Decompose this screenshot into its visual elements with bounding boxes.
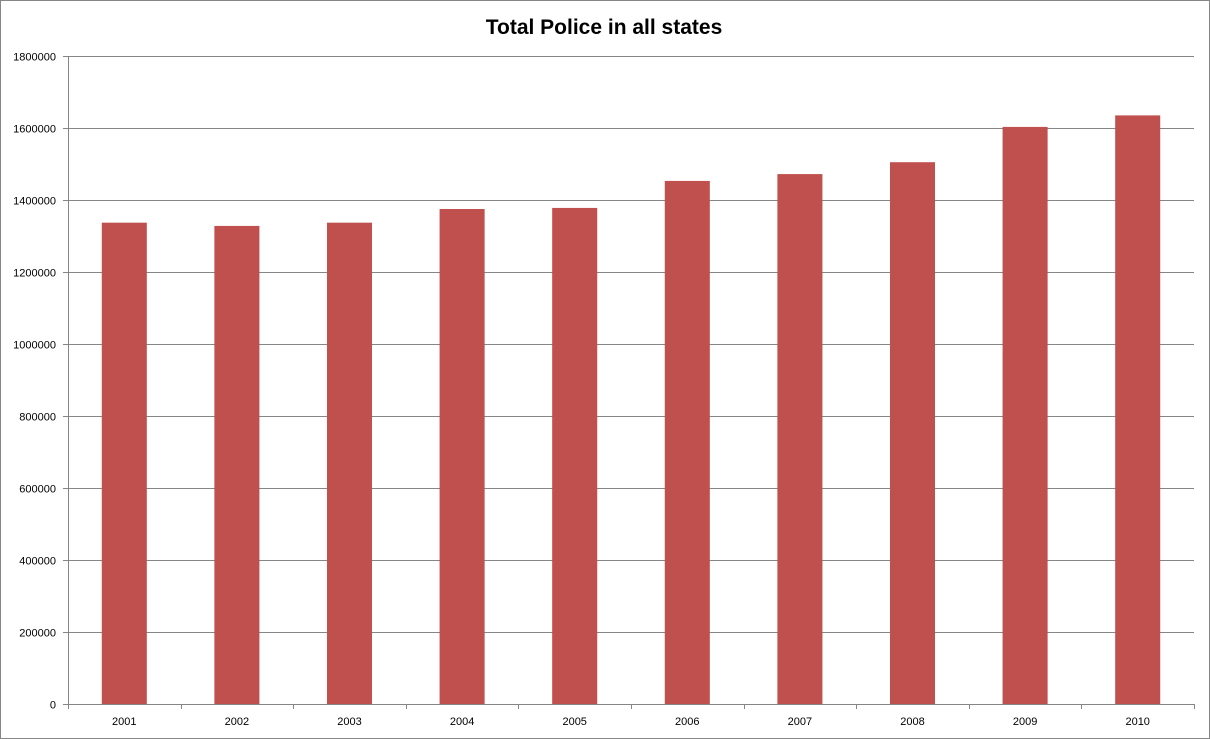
bars [101,115,1161,705]
y-tick-label: 200000 [19,628,56,640]
bar-2010 [1115,115,1161,704]
bar-2007 [777,174,823,704]
y-tick-label: 1400000 [13,196,56,208]
bar-2004 [439,209,485,704]
y-tick-label: 400000 [19,556,56,568]
axes [63,56,1195,709]
bar-2008 [889,162,936,704]
x-tick-label: 2005 [562,716,586,728]
y-tick-label: 600000 [19,484,56,496]
x-tick-label: 2007 [788,716,812,728]
bar-2002 [214,225,260,705]
chart-title: Total Police in all states [486,16,723,39]
y-tick-label: 1200000 [13,268,56,280]
x-tick-label: 2009 [1013,716,1037,728]
y-tick-label: 0 [50,700,56,712]
x-tick-label: 2004 [450,716,474,728]
bar-2006 [664,180,710,705]
x-tick-label: 2001 [112,716,136,728]
x-tick-label: 2003 [337,716,361,728]
x-axis-tick-labels: 2001 2002 2003 2004 2005 2006 2007 2008 2009 2010 [112,716,1150,728]
x-tick-label: 2008 [900,716,924,728]
y-tick-label: 1800000 [13,52,56,64]
bar-2003 [326,222,373,704]
y-axis-tick-labels: 0 200000 400000 600000 800000 1000000 1200000 1… [13,52,56,712]
y-tick-label: 800000 [19,412,56,424]
x-tick-label: 2010 [1125,716,1149,728]
x-tick-label: 2002 [225,716,249,728]
bar-2005 [552,207,598,705]
y-tick-label: 1000000 [13,340,56,352]
y-tick-label: 1600000 [13,124,56,136]
x-tick-label: 2006 [675,716,699,728]
bar-2001 [101,222,147,704]
bar-2009 [1002,126,1048,705]
